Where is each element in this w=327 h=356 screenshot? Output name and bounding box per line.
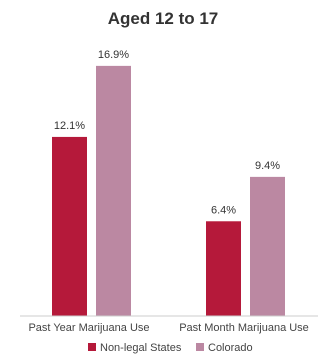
- x-tick-label: Past Month Marijuana Use: [179, 322, 309, 334]
- x-tick-labels: Past Year Marijuana Use Past Month Mariju…: [28, 322, 308, 334]
- bars-group: 12.1% 16.9% 6.4% 9.4%: [52, 49, 285, 316]
- bar-non-legal-past-year: [52, 136, 87, 316]
- legend-label: Colorado: [208, 342, 253, 354]
- data-label: 6.4%: [211, 204, 236, 216]
- legend: Non-legal States Colorado: [88, 342, 253, 354]
- x-tick-label: Past Year Marijuana Use: [28, 322, 149, 334]
- data-label: 9.4%: [255, 160, 280, 172]
- legend-swatch: [196, 343, 204, 351]
- legend-label: Non-legal States: [100, 342, 182, 354]
- data-label: 16.9%: [98, 49, 129, 61]
- bar-colorado-past-year: [96, 65, 131, 316]
- data-label: 12.1%: [54, 120, 85, 132]
- chart-title: Aged 12 to 17: [108, 9, 219, 28]
- bar-non-legal-past-month: [206, 221, 241, 316]
- bar-colorado-past-month: [250, 176, 285, 316]
- legend-swatch: [88, 343, 96, 351]
